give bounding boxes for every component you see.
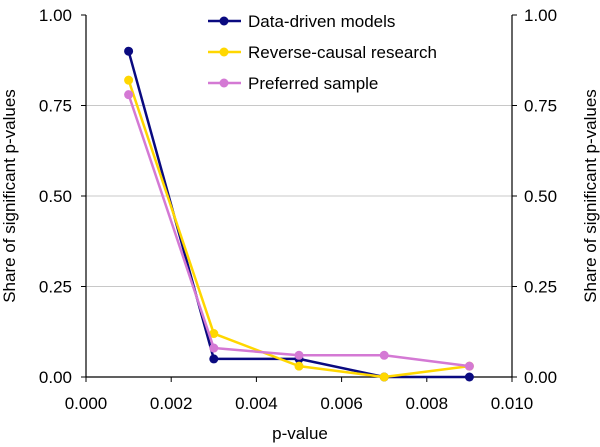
series-1-point-1 [209,329,219,339]
y-right-tick-label-1: 0.25 [524,278,557,297]
y-left-tick-label-3: 0.75 [39,97,72,116]
legend-marker-1 [219,47,229,57]
series-2-point-2 [294,350,304,360]
legend: Data-driven models Reverse-causal researc… [208,12,437,93]
y-axis-left-title: Share of significant p-values [0,89,19,303]
series-1-point-0 [124,75,134,85]
x-tick-label-4: 0.008 [406,394,449,413]
series-2 [124,90,474,371]
x-axis-ticks: 0.000 0.002 0.004 0.006 0.008 0.010 [65,377,534,413]
series-0-point-1 [209,354,219,364]
series-line-0 [127,50,470,379]
y-right-tick-label-0: 0.00 [524,368,557,387]
y-left-tick-label-4: 1.00 [39,6,72,25]
series-2-point-4 [464,361,474,371]
y-right-tick-label-3: 0.75 [524,97,557,116]
legend-label-1: Reverse-causal research [248,43,437,62]
series-0-point-0 [124,46,134,56]
y-left-tick-label-0: 0.00 [39,368,72,387]
series-2-point-3 [379,350,389,360]
series-1-point-3 [379,372,389,382]
series-1-point-2 [294,361,304,371]
series-0-point-4 [464,372,474,382]
legend-label-2: Preferred sample [248,74,378,93]
legend-label-0: Data-driven models [248,12,395,31]
gridlines [86,105,512,287]
legend-marker-2 [219,78,229,88]
series-0 [124,46,474,382]
y-left-tick-label-2: 0.50 [39,187,72,206]
x-tick-label-2: 0.004 [235,394,278,413]
y-axis-right-title: Share of significant p-values [581,89,600,303]
y-right-tick-label-4: 1.00 [524,6,557,25]
x-tick-label-3: 0.006 [320,394,363,413]
series-2-point-1 [209,343,219,353]
y-left-tick-label-1: 0.25 [39,278,72,297]
series-2-point-0 [124,90,134,100]
series-line-1 [127,79,470,379]
series-lines [124,46,474,382]
y-axis-right-ticks: 0.00 0.25 0.50 0.75 1.00 [512,6,557,387]
y-right-tick-label-2: 0.50 [524,187,557,206]
x-axis-title: p-value [272,424,328,443]
x-tick-label-1: 0.002 [150,394,193,413]
y-axis-left-ticks: 0.00 0.25 0.50 0.75 1.00 [39,6,86,387]
x-tick-label-5: 0.010 [491,394,534,413]
x-tick-label-0: 0.000 [65,394,108,413]
legend-marker-0 [219,16,229,26]
